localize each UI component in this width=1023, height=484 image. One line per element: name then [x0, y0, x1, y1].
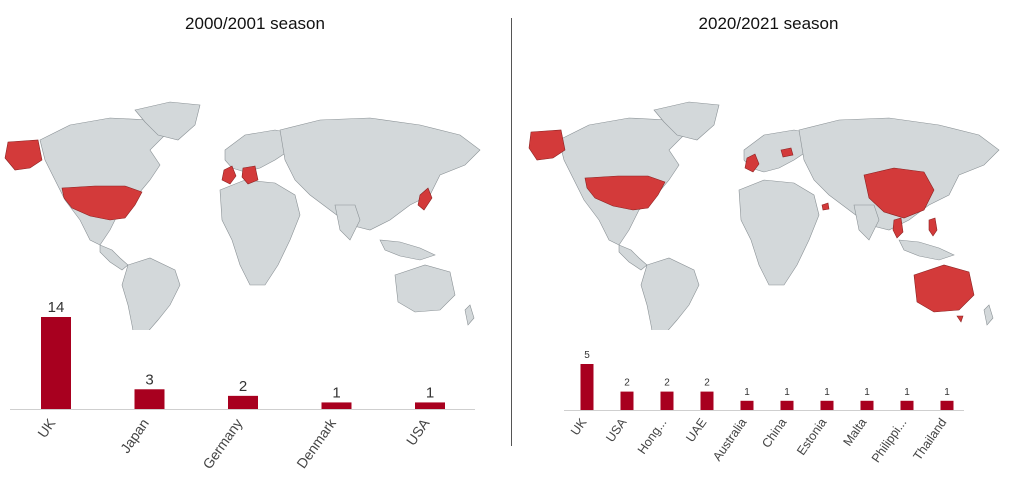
bar-value-label: 1 [864, 387, 870, 398]
bar-category-label: Germany [199, 416, 245, 472]
bar-right-6 [820, 400, 834, 410]
left-map-highlights [4, 139, 433, 221]
bar-category-label: USA [403, 415, 433, 448]
bar-value-label: 1 [944, 387, 950, 398]
bar-value-label: 1 [426, 384, 434, 401]
bar-value-label: 3 [145, 371, 153, 388]
bar-category-label: UAE [683, 416, 709, 445]
bar-category-label: Estonia [794, 416, 829, 458]
bar-right-8 [900, 400, 914, 410]
right-bar-chart: 5 UK 2 USA 2 Hong... 2 UAE 1 Australia 1 China 1 Esto… [564, 350, 964, 466]
bar-category-label: Japan [117, 416, 152, 456]
bar-right-5 [780, 400, 794, 410]
bar-right-2 [660, 391, 674, 410]
bar-value-label: 1 [904, 387, 910, 398]
bar-category-label: Thailand [910, 416, 949, 463]
bar-value-label: 2 [664, 378, 670, 389]
bar-category-label: Denmark [293, 415, 339, 472]
panel-divider [511, 18, 512, 446]
right-chart-panel: 2020/2021 season [514, 0, 1023, 484]
bar-left-4 [415, 402, 445, 409]
bar-value-label: 1 [332, 384, 340, 401]
bar-left-2 [228, 395, 258, 409]
left-chart-title: 2000/2001 season [185, 14, 325, 33]
bar-category-label: Hong... [635, 416, 670, 457]
bar-category-label: USA [603, 415, 630, 445]
right-chart-title: 2020/2021 season [698, 14, 839, 33]
bar-value-label: 14 [48, 299, 65, 316]
bar-right-7 [860, 400, 874, 410]
bar-value-label: 1 [784, 387, 790, 398]
bar-left-1 [134, 389, 165, 409]
bar-category-label: Philippi... [869, 416, 910, 466]
right-world-map [528, 101, 1000, 330]
bar-left-3 [321, 402, 352, 409]
bar-category-label: Malta [840, 416, 869, 449]
bar-category-label: China [759, 416, 789, 451]
bar-right-3 [700, 391, 714, 410]
left-bar-chart: 14 UK 3 Japan 2 Germany 1 Denmark 1 USA [10, 299, 475, 472]
left-world-map [4, 101, 481, 330]
bar-category-label: Australia [710, 416, 749, 464]
bar-right-0 [580, 364, 594, 410]
left-map-land [39, 101, 481, 330]
right-map-highlights [528, 129, 975, 323]
bar-value-label: 1 [744, 387, 750, 398]
bar-category-label: UK [34, 415, 59, 441]
bar-right-9 [940, 400, 954, 410]
bar-value-label: 1 [824, 387, 830, 398]
bar-right-4 [740, 400, 754, 410]
bar-value-label: 2 [239, 378, 247, 395]
bar-value-label: 2 [704, 378, 710, 389]
bar-right-1 [620, 391, 634, 410]
left-chart-panel: 2000/2001 season [0, 0, 510, 484]
bar-category-label: UK [568, 415, 590, 438]
bar-left-0 [41, 317, 71, 409]
bar-value-label: 5 [584, 350, 590, 361]
bar-value-label: 2 [624, 378, 630, 389]
